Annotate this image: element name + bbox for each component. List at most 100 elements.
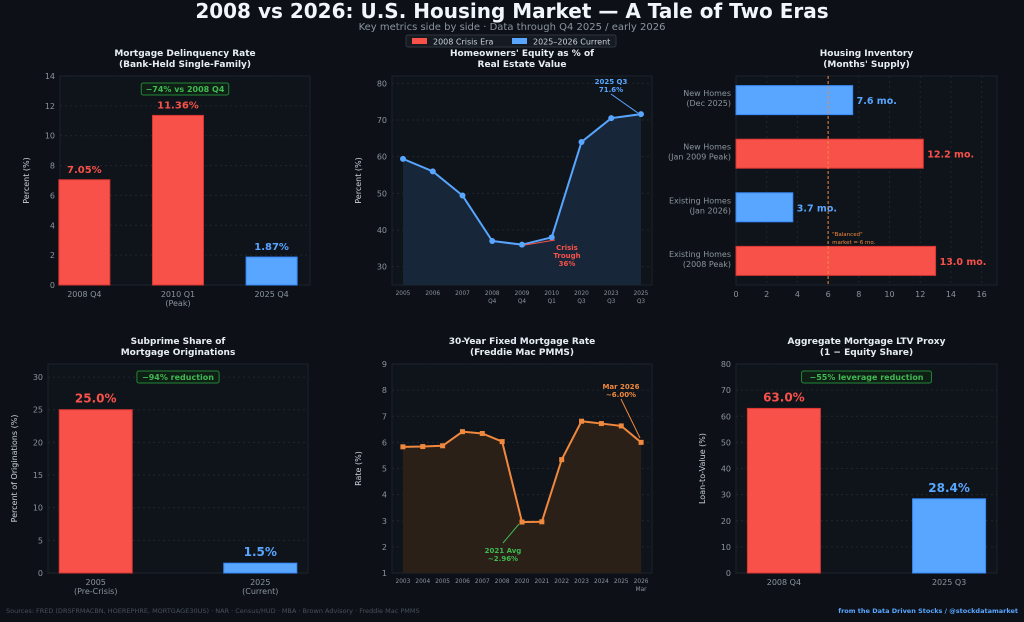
bar [746, 407, 821, 574]
annotation-arrow [620, 398, 641, 439]
annotation-text: ~2.96% [488, 555, 518, 563]
data-point [459, 192, 466, 199]
reference-label: market = 6 mo. [832, 240, 875, 246]
y-tick-label: 2 [50, 251, 55, 260]
data-point [420, 444, 426, 450]
x-tick-label: 0 [733, 290, 738, 299]
x-tick-label: 8 [856, 290, 861, 299]
data-point [598, 421, 604, 427]
y-axis-label: Percent (%) [354, 157, 363, 204]
y-tick-label: (2008 Peak) [683, 260, 731, 269]
chart-panel-5: 30-Year Fixed Mortgage Rate(Freddie Mac … [354, 337, 653, 593]
bar [151, 114, 204, 286]
y-tick-label: 70 [377, 116, 387, 125]
y-tick-label: 10 [33, 504, 43, 513]
x-tick-label: 2005 [396, 291, 411, 297]
dashboard-title: 2008 vs 2026: U.S. Housing Market — A Ta… [195, 0, 829, 23]
data-point [400, 444, 406, 450]
y-tick-label: New Homes [683, 143, 731, 152]
y-tick-label: 8 [50, 162, 55, 171]
x-tick-label: Q1 [548, 299, 557, 305]
x-tick-label: 2025 Q3 [932, 578, 966, 587]
x-tick-label: 2020 [574, 291, 589, 297]
y-tick-label: 4 [50, 221, 55, 230]
y-tick-label: 80 [721, 360, 731, 369]
y-tick-label: Existing Homes [669, 196, 731, 205]
x-tick-label: Q3 [637, 299, 646, 305]
y-tick-label: 40 [721, 465, 731, 474]
data-point [638, 439, 644, 445]
data-point [519, 241, 525, 248]
x-tick-label: 2022 [554, 579, 569, 585]
legend-swatch [412, 38, 427, 44]
y-tick-label: 60 [377, 153, 387, 162]
data-point [548, 234, 555, 241]
y-tick-label: 30 [721, 491, 731, 500]
y-tick-label: 10 [45, 132, 55, 141]
annotation-text: −55% leverage reduction [809, 373, 923, 382]
y-tick-label: 0 [38, 569, 43, 578]
y-axis-label: Loan-to-Value (%) [698, 433, 707, 504]
chart-title: Housing Inventory [820, 49, 914, 59]
y-tick-label: 20 [721, 517, 731, 526]
legend-box [405, 34, 617, 48]
bar [735, 85, 854, 116]
annotation-box [136, 370, 220, 384]
x-tick-label: 16 [977, 290, 987, 299]
data-point [608, 115, 615, 122]
data-point [519, 519, 525, 525]
bar [58, 179, 111, 286]
annotation-text: 36% [559, 260, 576, 268]
area-fill [403, 114, 641, 285]
x-tick-label: 2005 [86, 578, 106, 587]
y-axis-label: Percent (%) [22, 157, 31, 204]
y-axis-label: Rate (%) [354, 451, 363, 486]
x-tick-label: Q4 [518, 299, 527, 305]
y-tick-label: 70 [721, 386, 731, 395]
x-tick-label: Q3 [607, 299, 616, 305]
sources-note: Sources: FRED (DRSFRMACBN, HOEREPHRE, MO… [6, 607, 420, 615]
chart-title: Aggregate Mortgage LTV Proxy [788, 337, 946, 347]
y-tick-label: 14 [45, 72, 55, 81]
data-label: 25.0% [75, 392, 117, 406]
x-tick-label: 2004 [415, 579, 430, 585]
y-tick-label: 50 [377, 189, 387, 198]
x-tick-label: (Peak) [165, 299, 190, 308]
x-tick-label: 2006 [455, 579, 470, 585]
x-tick-label: 2025 [250, 578, 270, 587]
data-label: 13.0 mo. [940, 257, 987, 268]
chart-title: (Bank-Held Single-Family) [119, 60, 251, 70]
chart-title: Subprime Share of [131, 337, 226, 347]
y-tick-label: 6 [382, 438, 387, 447]
x-tick-label: 2025 [614, 579, 629, 585]
x-tick-label: 2005 [435, 579, 450, 585]
y-tick-label: 30 [377, 263, 387, 272]
y-tick-label: 40 [377, 226, 387, 235]
data-label: 7.6 mo. [857, 96, 897, 107]
chart-title: (1 − Equity Share) [820, 348, 913, 358]
y-tick-label: 80 [377, 79, 387, 88]
x-tick-label: 2009 [515, 291, 530, 297]
data-point [479, 430, 485, 436]
data-point [400, 155, 407, 162]
data-point [637, 111, 644, 118]
annotation-text: Mar 2026 [602, 383, 639, 391]
x-tick-label: 2025 Q4 [254, 290, 288, 299]
x-tick-label: 2008 Q4 [767, 578, 801, 587]
credit-link[interactable]: from the Data Driven Stocks / @stockdata… [838, 607, 1018, 615]
bar [223, 562, 298, 574]
x-tick-label: 2020 [515, 579, 530, 585]
annotation-text: 71.6% [599, 86, 623, 94]
data-label: 3.7 mo. [797, 203, 837, 214]
y-tick-label: 30 [33, 373, 43, 382]
annotation-box [140, 82, 230, 96]
data-point [578, 139, 585, 145]
chart-panel-6: Aggregate Mortgage LTV Proxy(1 − Equity … [698, 337, 998, 587]
y-tick-label: 1 [382, 569, 387, 578]
data-point [489, 238, 496, 244]
x-tick-label: 10 [884, 290, 894, 299]
x-tick-label: 2007 [475, 579, 490, 585]
bar [245, 256, 298, 286]
data-point [499, 439, 505, 445]
